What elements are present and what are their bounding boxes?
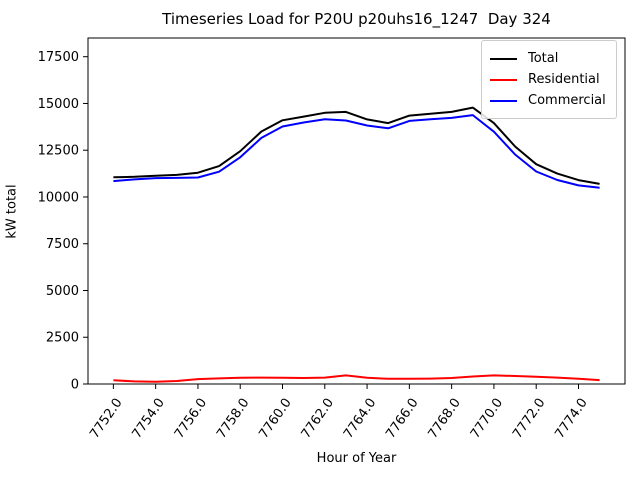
residential-line-swatch <box>490 78 517 81</box>
series-line-commercial <box>113 114 600 189</box>
x-tick-label: 7754.0 <box>130 396 168 442</box>
y-tick-label: 12500 <box>38 144 79 159</box>
y-tick-label: 5000 <box>46 284 79 299</box>
x-tick-label: 7766.0 <box>383 396 421 442</box>
x-tick-label: 7756.0 <box>172 396 210 442</box>
y-tick-label: 17500 <box>38 50 79 65</box>
y-tick-label: 0 <box>71 378 79 393</box>
x-tick-label: 7764.0 <box>341 396 379 442</box>
x-tick-label: 7760.0 <box>256 396 294 442</box>
legend-item-commercial: Commercial <box>490 90 608 111</box>
y-tick-label: 15000 <box>38 97 79 112</box>
legend-label-residential: Residential <box>528 72 600 87</box>
legend-label-commercial: Commercial <box>528 93 606 108</box>
chart-title: Timeseries Load for P20U p20uhs16_1247 D… <box>162 10 551 28</box>
total-line-swatch <box>490 57 517 60</box>
legend-label-total: Total <box>528 51 559 66</box>
y-tick-label: 7500 <box>46 237 79 252</box>
x-tick-label: 7762.0 <box>299 396 337 442</box>
commercial-line-swatch <box>490 99 517 102</box>
y-tick-label: 10000 <box>38 190 79 205</box>
legend-item-total: Total <box>490 48 608 69</box>
x-tick-label: 7774.0 <box>552 396 590 442</box>
x-tick-label: 7770.0 <box>468 396 506 442</box>
x-axis-label: Hour of Year <box>316 451 397 466</box>
series-line-residential <box>113 374 600 383</box>
legend-item-residential: Residential <box>490 69 608 90</box>
legend: Total Residential Commercial <box>481 40 617 119</box>
series-line-total <box>113 106 600 185</box>
axes-spines <box>87 37 626 385</box>
y-tick-label: 2500 <box>46 331 79 346</box>
x-tick-label: 7758.0 <box>214 396 252 442</box>
x-tick-label: 7752.0 <box>87 396 125 442</box>
x-tick-label: 7768.0 <box>426 396 464 442</box>
x-tick-label: 7772.0 <box>510 396 548 442</box>
